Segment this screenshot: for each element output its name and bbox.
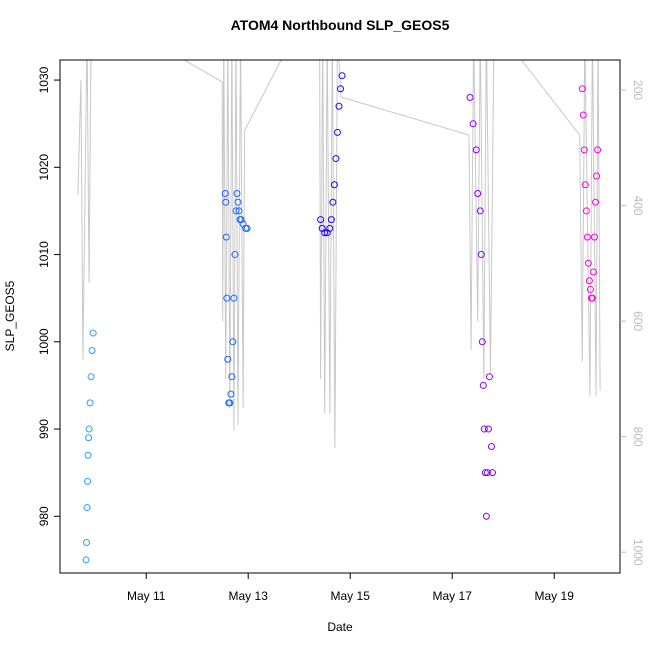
- point: [479, 381, 487, 389]
- point: [87, 373, 95, 381]
- point: [337, 85, 345, 93]
- point: [83, 538, 91, 546]
- point: [230, 294, 238, 302]
- y2-tick-label: 400: [631, 196, 645, 216]
- plot-area: [77, 60, 602, 564]
- point: [484, 425, 492, 433]
- point: [222, 198, 230, 206]
- y-tick-label: 1030: [37, 66, 51, 93]
- point: [232, 207, 240, 215]
- point: [594, 146, 602, 154]
- y-tick-label: 990: [37, 419, 51, 439]
- y-tick-label: 1020: [37, 154, 51, 181]
- point: [589, 268, 597, 276]
- point: [338, 72, 346, 80]
- y-tick-label: 980: [37, 506, 51, 526]
- point: [235, 207, 243, 215]
- point: [329, 198, 337, 206]
- point: [469, 120, 477, 128]
- point: [477, 251, 485, 259]
- point: [234, 198, 242, 206]
- point: [478, 338, 486, 346]
- point: [476, 207, 484, 215]
- point: [243, 224, 251, 232]
- x-axis-label: Date: [327, 620, 353, 634]
- point: [482, 512, 490, 520]
- point: [222, 233, 230, 241]
- point: [592, 198, 600, 206]
- point: [466, 94, 474, 102]
- chart-title: ATOM4 Northbound SLP_GEOS5: [231, 17, 450, 33]
- point: [481, 469, 489, 477]
- y-tick-label: 1000: [37, 328, 51, 355]
- point: [85, 434, 93, 442]
- y2-tick-label: 1000: [631, 539, 645, 566]
- point: [330, 181, 338, 189]
- point: [590, 233, 598, 241]
- point: [86, 399, 94, 407]
- point: [488, 469, 496, 477]
- point: [84, 451, 92, 459]
- point: [231, 251, 239, 259]
- y2-tick-label: 600: [631, 311, 645, 331]
- point: [224, 355, 232, 363]
- point: [233, 189, 241, 197]
- point: [584, 259, 592, 267]
- plot-frame: [59, 59, 621, 574]
- point: [317, 216, 325, 224]
- point: [226, 399, 234, 407]
- point: [480, 425, 488, 433]
- point: [82, 556, 90, 564]
- point: [585, 277, 593, 285]
- point: [333, 128, 341, 136]
- x-tick-label: May 11: [127, 589, 166, 603]
- point: [85, 425, 93, 433]
- y-axis-label: SLP_GEOS5: [3, 280, 17, 351]
- point: [582, 207, 590, 215]
- point: [228, 373, 236, 381]
- point: [326, 224, 334, 232]
- y-tick-label: 1010: [37, 241, 51, 268]
- point: [583, 233, 591, 241]
- point: [581, 181, 589, 189]
- point: [237, 216, 245, 224]
- point: [487, 442, 495, 450]
- point: [89, 329, 97, 337]
- point: [593, 172, 601, 180]
- point: [221, 189, 229, 197]
- point: [588, 294, 596, 302]
- point: [88, 347, 96, 355]
- point: [586, 285, 594, 293]
- point: [578, 85, 586, 93]
- point: [223, 294, 231, 302]
- point: [332, 155, 340, 163]
- point: [483, 469, 491, 477]
- point: [474, 189, 482, 197]
- point: [321, 229, 329, 237]
- x-tick-label: May 13: [229, 589, 269, 603]
- point: [83, 504, 91, 512]
- point: [227, 390, 235, 398]
- x-tick-label: May 17: [433, 589, 473, 603]
- point: [335, 102, 343, 110]
- point: [580, 146, 588, 154]
- pressure-line: [77, 60, 601, 449]
- y2-tick-label: 800: [631, 427, 645, 447]
- point: [472, 146, 480, 154]
- point: [485, 373, 493, 381]
- point: [229, 338, 237, 346]
- point: [327, 216, 335, 224]
- x-tick-label: May 15: [331, 589, 371, 603]
- x-tick-label: May 19: [535, 589, 575, 603]
- point: [84, 477, 92, 485]
- y2-tick-label: 200: [631, 80, 645, 100]
- point: [579, 111, 587, 119]
